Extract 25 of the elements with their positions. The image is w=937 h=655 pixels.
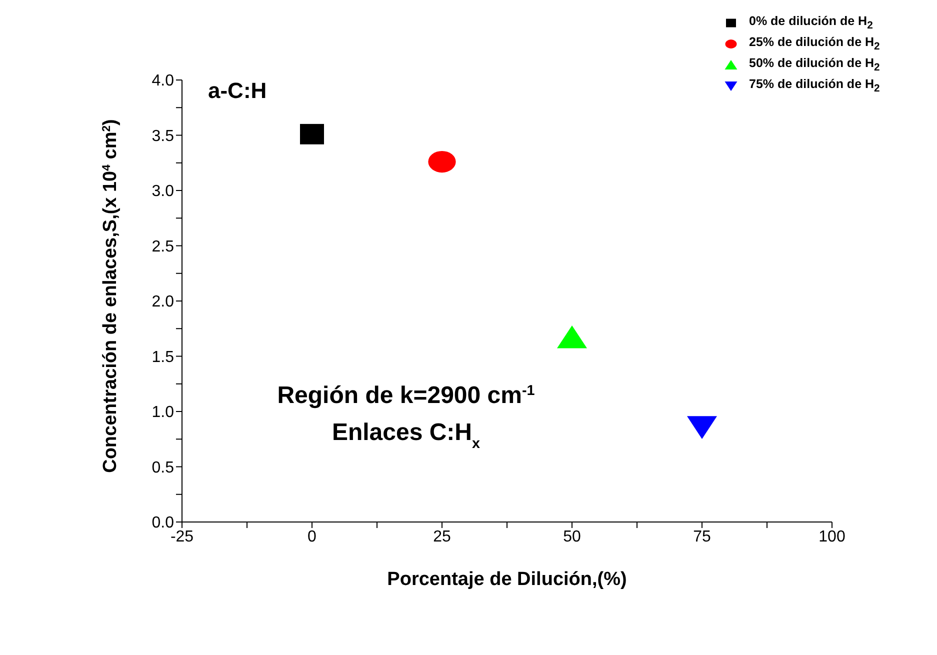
y-tick-label: 2.5 — [152, 238, 174, 256]
legend-label: 0% de dilución de H$_{2}$ — [749, 14, 873, 32]
legend-label: 25% de dilución de H$_{2}$ — [749, 34, 880, 52]
point — [687, 416, 717, 439]
y-tick-label: 4.0 — [152, 72, 174, 90]
x-axis-title: Porcentaje de Dilución,(%) — [387, 569, 627, 590]
y-tick-label: 3.0 — [152, 183, 174, 200]
x-tick-label: 50 — [563, 528, 581, 546]
x-tick-label: 25 — [433, 528, 451, 546]
y-tick-label: 3.5 — [152, 128, 174, 145]
point — [428, 150, 456, 173]
x-tick-label: 100 — [818, 528, 846, 546]
annotation: Enlaces C:H$_{x}$ — [332, 419, 480, 452]
legend-label: 75% de dilución de H$_{2}$ — [749, 76, 880, 94]
point — [557, 325, 587, 348]
x-tick-label: 0 — [308, 528, 317, 546]
y-tick-label: 0.5 — [152, 459, 174, 476]
legend-label: 50% de dilución de H$_{2}$ — [749, 56, 880, 74]
y-tick-label: 2.0 — [152, 294, 174, 311]
annotation: a-C:H — [208, 78, 267, 103]
y-tick-label: 1.0 — [152, 404, 174, 422]
point — [300, 124, 324, 144]
annotation: Región de k=2900 cm$^{-1}$ — [277, 382, 535, 409]
y-tick-label: 1.5 — [152, 348, 174, 366]
x-tick-label: 75 — [693, 528, 711, 546]
